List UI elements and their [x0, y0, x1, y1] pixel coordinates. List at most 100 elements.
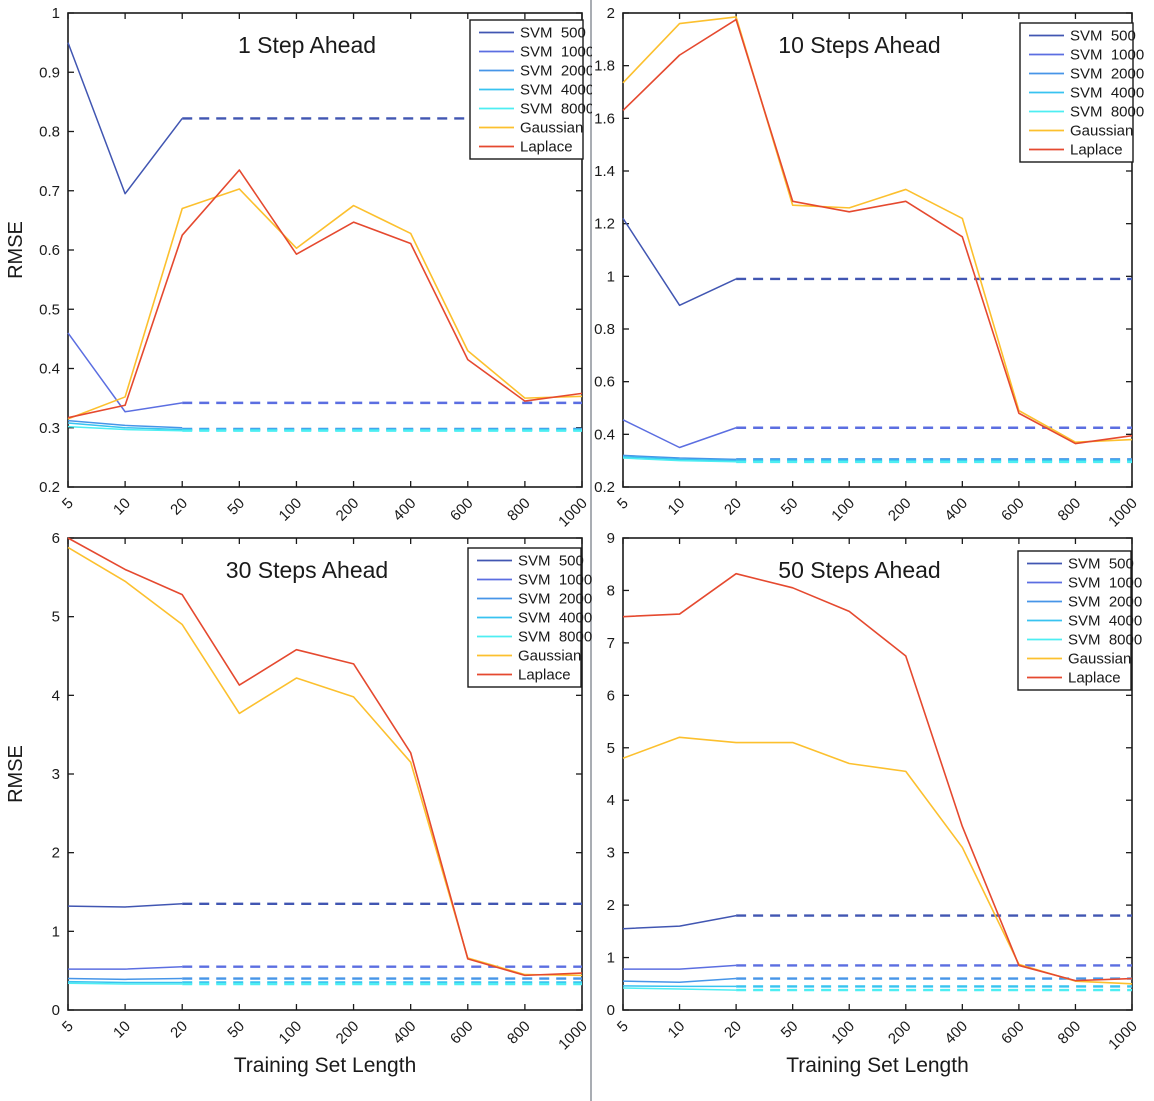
chart-line-svm-1000	[67, 332, 183, 413]
x-tick-label: 1000	[555, 1018, 591, 1054]
y-tick-label: 6	[607, 687, 615, 704]
chart-30-steps-ahead: 5 10 20 50 100 200 400 600 800 1000 0 1 2 3 4 5 6 30 Step…	[0, 530, 592, 1101]
legend: SVM 500 SVM 1000 SVM 2000 SVM 4000 SVM 8000 G…	[1019, 22, 1144, 163]
y-axis-label: RMSE	[5, 221, 27, 279]
legend-item-label: SVM 8000	[1070, 104, 1144, 121]
y-tick-label: 0.3	[39, 420, 60, 437]
chart-canvas: 5 10 20 50 100 200 400 600 800 1000 0.2 0.3 0.4 0.5 0.…	[5, 5, 594, 530]
y-tick-label: 0.8	[594, 321, 615, 338]
y-tick-label: 0.6	[39, 242, 60, 259]
legend-item-label: SVM 4000	[1068, 613, 1142, 630]
y-tick-label: 0.6	[594, 374, 615, 391]
y-tick-label: 8	[607, 582, 615, 599]
chart-line-svm-500	[67, 42, 183, 195]
x-tick-label: 600	[998, 1018, 1028, 1048]
chart-canvas: 5 10 20 50 100 200 400 600 800 1000 0.2 0.4 0.6 0.8 1 1…	[594, 5, 1144, 530]
y-tick-label: 1	[607, 268, 615, 285]
chart-line-svm-2000	[67, 977, 183, 981]
legend-item-label: Gaussian	[518, 648, 581, 665]
chart-1-step-ahead: 5 10 20 50 100 200 400 600 800 1000 0.2 0.3 0.4 0.5 0.…	[0, 0, 594, 530]
y-tick-label: 0	[607, 1002, 615, 1019]
y-tick-label: 1	[52, 923, 60, 940]
y-tick-label: 6	[52, 530, 60, 547]
legend-item-label: SVM 4000	[518, 610, 592, 627]
legend-item-label: SVM 1000	[518, 572, 592, 589]
y-tick-label: 2	[52, 845, 60, 862]
legend-item-label: Laplace	[1070, 142, 1123, 159]
x-tick-label: 10	[110, 1018, 134, 1042]
legend-item-label: SVM 500	[1068, 556, 1134, 573]
y-tick-label: 1.6	[594, 110, 615, 127]
y-tick-label: 0.7	[39, 183, 60, 200]
x-tick-label: 50	[224, 495, 248, 519]
y-tick-label: 7	[607, 635, 615, 652]
x-tick-label: 20	[721, 495, 745, 519]
legend-item-label: SVM 500	[1070, 28, 1136, 45]
y-tick-label: 5	[607, 740, 615, 757]
chart-line-svm-500	[622, 914, 737, 930]
x-tick-label: 10	[110, 495, 134, 519]
chart-line-svm-2000	[622, 977, 737, 983]
chart-line-svm-1000	[622, 419, 737, 449]
y-tick-label: 0.2	[39, 479, 60, 496]
chart-title: 50 Steps Ahead	[778, 557, 940, 583]
chart-canvas: 5 10 20 50 100 200 400 600 800 1000 0 1 2 3 4 5 6 7 8 9 50 S…	[607, 530, 1143, 1077]
plot-border	[622, 12, 1133, 488]
x-tick-label: 600	[998, 495, 1028, 525]
y-tick-label: 0.2	[594, 479, 615, 496]
x-tick-label: 10	[665, 1018, 689, 1042]
legend-item-label: SVM 8000	[1068, 632, 1142, 649]
chart-canvas: 5 10 20 50 100 200 400 600 800 1000 0 1 2 3 4 5 6 30 Step…	[5, 530, 592, 1077]
x-tick-label: 600	[447, 1018, 477, 1048]
x-tick-label: 200	[333, 495, 363, 525]
plot-border	[622, 537, 1133, 1011]
chart-title: 30 Steps Ahead	[226, 557, 388, 583]
x-tick-label: 400	[941, 495, 971, 525]
legend-item-label: SVM 1000	[1070, 47, 1144, 64]
x-tick-label: 800	[504, 1018, 534, 1048]
x-tick-label: 50	[778, 1018, 802, 1042]
y-tick-label: 4	[607, 792, 615, 809]
chart-line-svm-2000	[67, 419, 183, 429]
x-tick-label: 200	[885, 495, 915, 525]
y-tick-label: 3	[607, 845, 615, 862]
x-tick-label: 5	[614, 495, 632, 513]
legend-item-label: Gaussian	[520, 120, 583, 137]
x-tick-label: 200	[885, 1018, 915, 1048]
chart-line-svm-8000	[67, 425, 183, 432]
chart-line-svm-8000	[67, 982, 183, 985]
legend-item-label: Laplace	[1068, 670, 1121, 687]
x-tick-label: 10	[665, 495, 689, 519]
x-tick-label: 1000	[1105, 495, 1141, 530]
legend-item-label: SVM 8000	[520, 101, 592, 118]
x-tick-label: 1000	[555, 495, 591, 530]
x-tick-label: 20	[167, 495, 191, 519]
legend-item-label: SVM 2000	[1070, 66, 1144, 83]
y-tick-label: 0.8	[39, 124, 60, 141]
chart-50-steps-ahead: 5 10 20 50 100 200 400 600 800 1000 0 1 2 3 4 5 6 7 8 9 50 S…	[592, 530, 1154, 1101]
y-tick-label: 0.4	[594, 426, 615, 443]
legend-item-label: Laplace	[518, 667, 571, 684]
y-tick-label: 0.4	[39, 361, 60, 378]
x-axis-label: Training Set Length	[786, 1054, 969, 1077]
x-tick-label: 100	[828, 1018, 858, 1048]
x-tick-label: 5	[59, 495, 77, 513]
chart-line-laplace	[622, 18, 1133, 445]
x-tick-label: 400	[390, 495, 420, 525]
chart-10-steps-ahead: 5 10 20 50 100 200 400 600 800 1000 0.2 0.4 0.6 0.8 1 1…	[592, 0, 1154, 530]
chart-line-svm-2000	[622, 454, 737, 461]
y-tick-label: 0.9	[39, 64, 60, 81]
y-tick-label: 0	[52, 1002, 60, 1019]
x-tick-label: 400	[390, 1018, 420, 1048]
y-tick-label: 1	[52, 5, 60, 22]
x-tick-label: 100	[276, 495, 306, 525]
legend: SVM 500 SVM 1000 SVM 2000 SVM 4000 SVM 8000 G…	[467, 547, 592, 688]
x-tick-label: 200	[333, 1018, 363, 1048]
chart-line-svm-8000	[622, 987, 737, 991]
chart-line-laplace	[622, 572, 1133, 982]
x-tick-label: 5	[59, 1018, 77, 1036]
x-tick-label: 5	[614, 1018, 632, 1036]
x-tick-label: 100	[276, 1018, 306, 1048]
chart-line-svm-4000	[622, 455, 737, 462]
